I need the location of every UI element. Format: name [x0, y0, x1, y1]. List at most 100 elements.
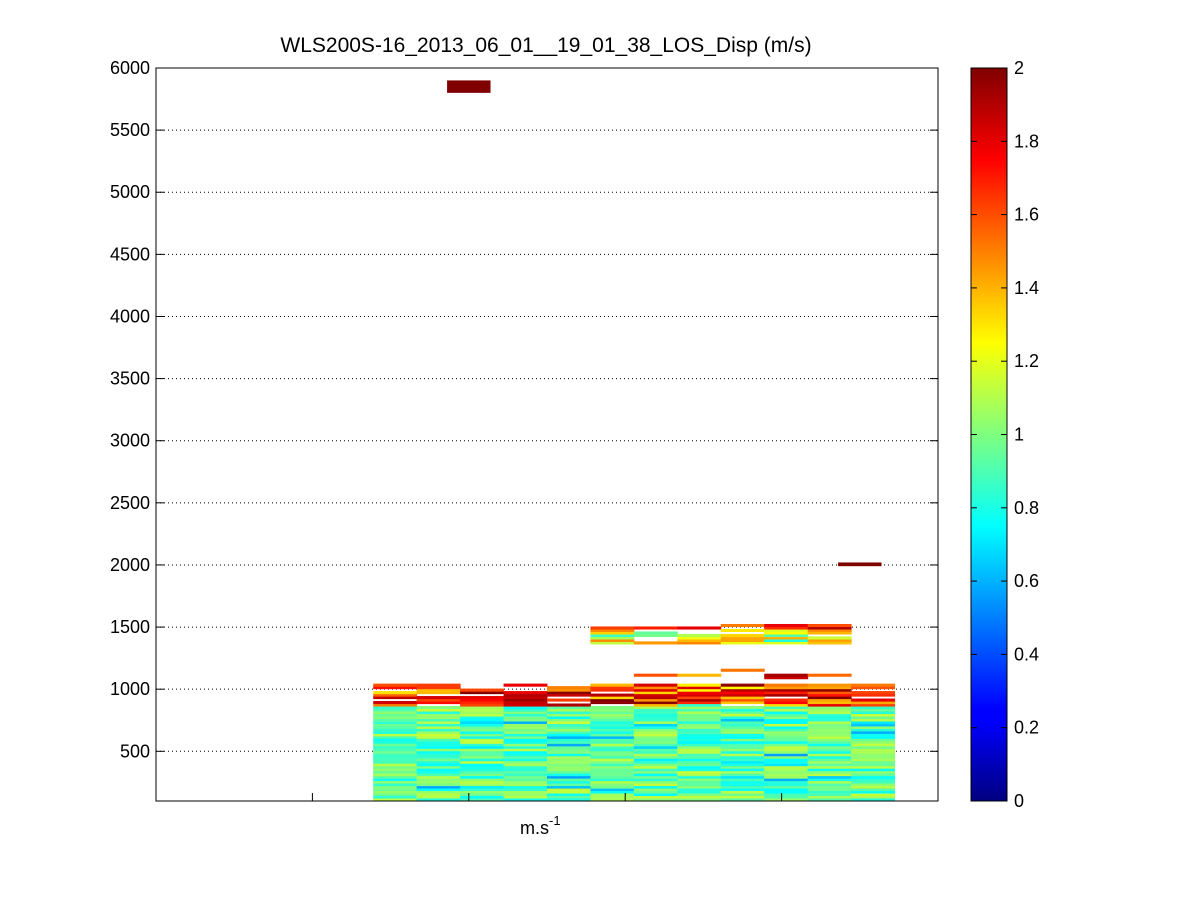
heatmap-cell	[633, 763, 678, 767]
heatmap-cell	[590, 797, 635, 801]
heatmap-cell	[764, 698, 809, 702]
heatmap-cell	[677, 797, 722, 801]
heatmap-cell	[460, 792, 505, 797]
heatmap-cell	[807, 698, 852, 702]
heatmap-cell	[460, 708, 505, 712]
heatmap-cell	[590, 743, 635, 747]
heatmap-cell	[851, 683, 896, 687]
heatmap-cell	[677, 713, 722, 717]
heatmap-cell	[807, 768, 852, 772]
heatmap-cell	[851, 755, 896, 759]
heatmap-cell	[633, 723, 678, 727]
heatmap-cell	[807, 765, 852, 769]
heatmap-cell	[416, 765, 461, 769]
heatmap-cell	[373, 760, 418, 764]
heatmap-cell	[720, 773, 765, 777]
heatmap-cell	[677, 723, 722, 727]
heatmap-cell	[851, 778, 896, 782]
heatmap-cell	[373, 797, 418, 801]
heatmap-cell	[851, 748, 896, 752]
heatmap-cell	[373, 758, 418, 762]
heatmap-cell	[807, 705, 852, 710]
heatmap-cell	[633, 740, 678, 744]
heatmap-cell	[807, 785, 852, 789]
heatmap-cell	[764, 708, 809, 712]
heatmap-cell	[720, 738, 765, 742]
heatmap-cell	[720, 686, 765, 690]
heatmap-cell	[503, 735, 548, 739]
heatmap-cell	[807, 755, 852, 759]
heatmap-cell	[547, 790, 591, 794]
heatmap-cell	[503, 745, 548, 749]
colorbar-tick-label: 0.8	[1014, 498, 1039, 518]
heatmap-cell	[373, 730, 418, 734]
heatmap-cell	[851, 710, 896, 715]
heatmap-cell	[460, 773, 505, 777]
heatmap-cell	[807, 693, 852, 697]
heatmap-cell	[590, 638, 635, 642]
heatmap-cell	[503, 775, 548, 779]
y-tick-label: 1000	[110, 679, 150, 699]
heatmap-cell	[547, 750, 591, 754]
heatmap-cell	[373, 693, 418, 697]
heatmap-cell	[590, 733, 635, 737]
heatmap-cell	[503, 696, 548, 700]
heatmap-cell	[764, 792, 809, 797]
heatmap-cell	[503, 698, 548, 702]
heatmap-cell	[720, 745, 765, 749]
heatmap-cell	[807, 750, 852, 754]
heatmap-cell	[720, 783, 765, 787]
heatmap-cell	[373, 683, 418, 687]
colorbar-ticks: 0 0.2 0.4 0.6 0.8 1 1.2 1.4 1.6 1.8 2	[971, 58, 1039, 811]
x-axis-label: m.s-1	[520, 813, 561, 838]
heatmap-cell	[460, 743, 505, 747]
heatmap-cell	[373, 753, 418, 757]
heatmap-cell	[677, 691, 722, 695]
heatmap-cell	[373, 748, 418, 752]
heatmap-cell	[633, 730, 678, 734]
heatmap-cell	[764, 755, 809, 759]
heatmap-cell	[633, 755, 678, 759]
heatmap-cell	[677, 633, 722, 638]
heatmap-cell	[460, 705, 505, 710]
heatmap-cell	[416, 755, 461, 759]
heatmap-cell	[590, 723, 635, 727]
heatmap-cell	[807, 797, 852, 801]
x-axis-label-base: m.s	[520, 818, 549, 838]
heatmap-cell	[633, 718, 678, 722]
heatmap-cell	[764, 638, 809, 642]
heatmap-cell	[460, 730, 505, 734]
heatmap-cell	[633, 743, 678, 747]
heatmap-cell	[633, 792, 678, 797]
heatmap-cell	[590, 778, 635, 782]
heatmap-cell	[633, 773, 678, 777]
heatmap-cell	[460, 718, 505, 722]
heatmap-cell	[416, 691, 461, 695]
colorbar: 0 0.2 0.4 0.6 0.8 1 1.2 1.4 1.6 1.8 2	[970, 58, 1039, 811]
heatmap-cell	[503, 710, 548, 715]
heatmap-cell	[764, 738, 809, 742]
heatmap-cell	[807, 725, 852, 729]
heatmap-cell	[764, 715, 809, 720]
heatmap-cell	[590, 628, 635, 633]
heatmap-cell	[677, 780, 722, 784]
heatmap-cell	[503, 740, 548, 744]
heatmap-cell	[851, 785, 896, 789]
heatmap-cell	[547, 698, 591, 702]
heatmap-cell	[807, 740, 852, 744]
heatmap-cell	[373, 763, 418, 767]
heatmap-cell	[764, 720, 809, 724]
heatmap-cell	[807, 696, 852, 700]
heatmap-cell	[720, 735, 765, 739]
heatmap-cell	[416, 718, 461, 722]
heatmap-cell	[764, 688, 809, 692]
heatmap-cell	[373, 765, 418, 769]
heatmap-cell	[633, 758, 678, 762]
heatmap-cell	[460, 765, 505, 769]
heatmap-cell	[764, 780, 809, 784]
heatmap-cell	[416, 770, 461, 774]
heatmap-cell	[633, 745, 678, 749]
heatmap-cell	[851, 790, 896, 794]
heatmap-cell	[851, 795, 896, 799]
heatmap-cell	[503, 713, 548, 717]
